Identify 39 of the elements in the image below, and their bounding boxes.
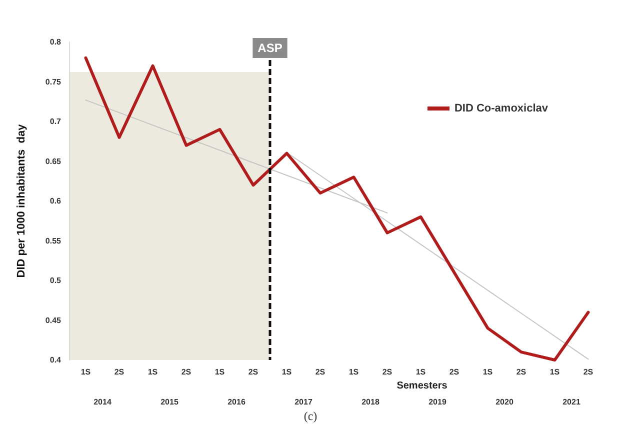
y-axis-title: DID per 1000 inhabitants day bbox=[16, 123, 28, 278]
y-tick-label: 0.8 bbox=[50, 38, 62, 46]
text: 2021 bbox=[562, 398, 581, 406]
x-tick-label: 1S bbox=[416, 368, 426, 376]
x-axis-title: Semesters bbox=[396, 380, 448, 392]
x-tick-label: 2S bbox=[382, 368, 393, 376]
y-tick-label: 0.5 bbox=[50, 276, 62, 285]
x-tick-label: 1S bbox=[214, 368, 226, 376]
text: 2019 bbox=[428, 398, 447, 406]
y-tick-label: 0.6 bbox=[50, 196, 62, 206]
x-tick-label: 2S bbox=[449, 368, 460, 376]
x-tick-label: 1S bbox=[482, 368, 494, 376]
text: (c) bbox=[304, 409, 318, 423]
x-tick-label: 2S bbox=[248, 368, 259, 376]
x-tick-label: 1S bbox=[148, 368, 158, 376]
x-tick-label: 1S bbox=[550, 368, 560, 376]
y-tick-label: 0.75 bbox=[45, 77, 62, 86]
x-tick-label: 2S bbox=[583, 368, 594, 376]
text: 2020 bbox=[496, 398, 514, 406]
y-tick-label: 0.55 bbox=[45, 236, 62, 246]
line-series bbox=[84, 56, 590, 362]
text: 2014 bbox=[94, 398, 112, 406]
text: 2015 bbox=[160, 398, 179, 406]
legend-label: DID Co-amoxiclav bbox=[454, 102, 549, 114]
x-tick-label: 2S bbox=[181, 368, 192, 376]
x-tick-label: 1S bbox=[282, 368, 292, 376]
y-tick-label: 0.7 bbox=[50, 117, 62, 126]
y-tick-label: 0.45 bbox=[45, 316, 62, 325]
x-tick-label: 2S bbox=[315, 368, 326, 376]
y-tick-label: 0.4 bbox=[50, 356, 62, 364]
x-tick-label: 1S bbox=[348, 368, 360, 376]
text: 2016 bbox=[228, 398, 246, 406]
text: 2017 bbox=[294, 398, 313, 406]
y-tick-label: 0.65 bbox=[45, 156, 62, 166]
text: 2018 bbox=[362, 398, 380, 406]
x-tick-label: 2S bbox=[516, 368, 527, 376]
annotation: ASP bbox=[258, 41, 282, 55]
x-tick-label: 2S bbox=[114, 368, 125, 376]
x-tick-label: 1S bbox=[80, 368, 92, 376]
